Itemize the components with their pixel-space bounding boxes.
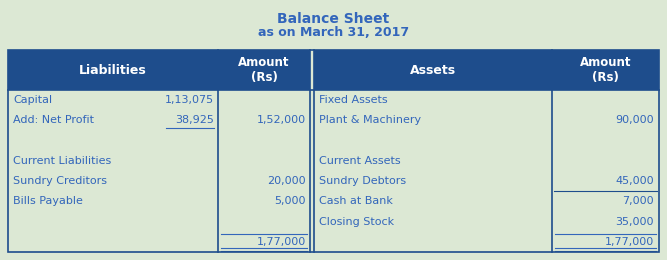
- Text: Current Assets: Current Assets: [319, 156, 401, 166]
- Text: 35,000: 35,000: [616, 217, 654, 227]
- Bar: [314, 50, 659, 90]
- Text: 7,000: 7,000: [622, 196, 654, 206]
- Bar: [8, 50, 659, 252]
- Text: 90,000: 90,000: [616, 115, 654, 125]
- Text: Assets: Assets: [410, 63, 456, 76]
- Text: Plant & Machinery: Plant & Machinery: [319, 115, 421, 125]
- Text: Add: Net Profit: Add: Net Profit: [13, 115, 94, 125]
- Text: Current Liabilities: Current Liabilities: [13, 156, 111, 166]
- Bar: [8, 50, 310, 90]
- Text: Sundry Debtors: Sundry Debtors: [319, 176, 406, 186]
- Text: Closing Stock: Closing Stock: [319, 217, 394, 227]
- Text: Amount
(Rs): Amount (Rs): [238, 55, 289, 84]
- Text: Amount
(Rs): Amount (Rs): [580, 55, 631, 84]
- Text: Fixed Assets: Fixed Assets: [319, 95, 388, 105]
- Text: Balance Sheet: Balance Sheet: [277, 12, 390, 26]
- Text: Liabilities: Liabilities: [79, 63, 147, 76]
- Text: Sundry Creditors: Sundry Creditors: [13, 176, 107, 186]
- Text: 1,52,000: 1,52,000: [257, 115, 306, 125]
- Text: 38,925: 38,925: [175, 115, 214, 125]
- Text: 45,000: 45,000: [616, 176, 654, 186]
- Text: 1,77,000: 1,77,000: [605, 237, 654, 247]
- Text: 1,77,000: 1,77,000: [257, 237, 306, 247]
- Text: as on March 31, 2017: as on March 31, 2017: [258, 26, 409, 39]
- Text: Capital: Capital: [13, 95, 52, 105]
- Text: Cash at Bank: Cash at Bank: [319, 196, 393, 206]
- Text: 20,000: 20,000: [267, 176, 306, 186]
- Text: 1,13,075: 1,13,075: [165, 95, 214, 105]
- Text: 5,000: 5,000: [275, 196, 306, 206]
- Text: Bills Payable: Bills Payable: [13, 196, 83, 206]
